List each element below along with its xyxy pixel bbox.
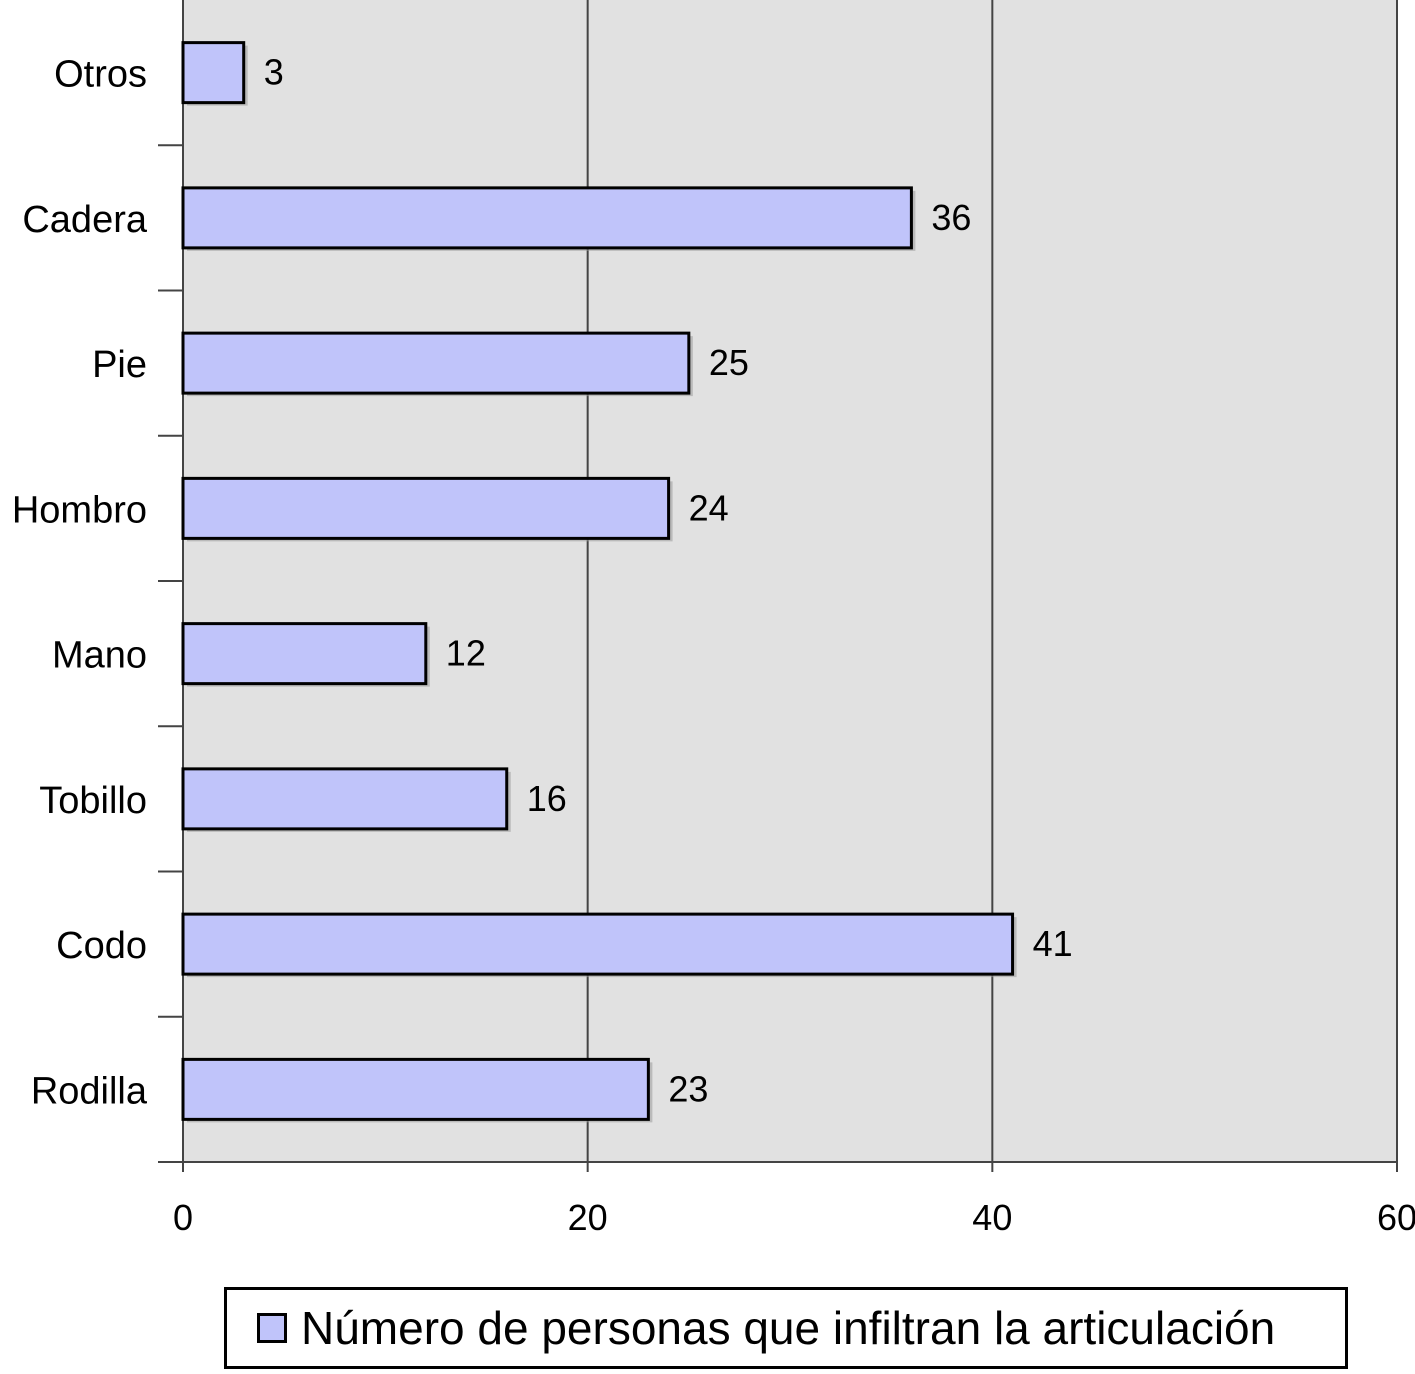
legend: Número de personas que infiltran la arti… — [224, 1287, 1348, 1369]
category-label: Cadera — [22, 199, 147, 241]
plot-area — [183, 0, 1397, 1162]
bar — [181, 1057, 650, 1121]
data-label: 41 — [1033, 923, 1073, 964]
x-tick-label: 40 — [972, 1197, 1012, 1238]
category-label: Mano — [52, 635, 147, 677]
category-label: Pie — [92, 344, 147, 386]
data-label: 12 — [446, 633, 486, 674]
data-label: 25 — [709, 342, 749, 383]
labels: 0 20 40 60 3 Otros 36 Cadera 25 Pie 24 Hombro 12 Mano… — [12, 52, 1415, 1238]
bar — [181, 912, 1015, 976]
bars — [181, 41, 1017, 1123]
bar-chart: 0 20 40 60 3 Otros 36 Cadera 25 Pie 24 Hombro 12 Mano… — [12, 0, 1415, 1238]
bar — [181, 186, 913, 250]
data-label: 24 — [689, 487, 729, 528]
category-label: Hombro — [12, 489, 147, 531]
category-label: Codo — [56, 925, 147, 967]
axes — [158, 0, 1398, 1172]
bar — [181, 476, 671, 540]
data-label: 16 — [527, 778, 567, 819]
bar — [181, 41, 246, 105]
bar — [181, 622, 428, 686]
x-tick-label: 20 — [568, 1197, 608, 1238]
x-tick-label: 60 — [1377, 1197, 1415, 1238]
category-label: Otros — [54, 54, 147, 96]
data-label: 23 — [668, 1068, 708, 1109]
x-tick-label: 0 — [173, 1197, 193, 1238]
data-label: 36 — [931, 197, 971, 238]
legend-label: Número de personas que infiltran la arti… — [301, 1302, 1276, 1354]
category-label: Tobillo — [39, 780, 147, 822]
category-label: Rodilla — [31, 1070, 148, 1112]
data-label: 3 — [264, 52, 284, 93]
legend-swatch — [257, 1313, 287, 1343]
bar — [181, 767, 509, 831]
bar — [181, 331, 691, 395]
